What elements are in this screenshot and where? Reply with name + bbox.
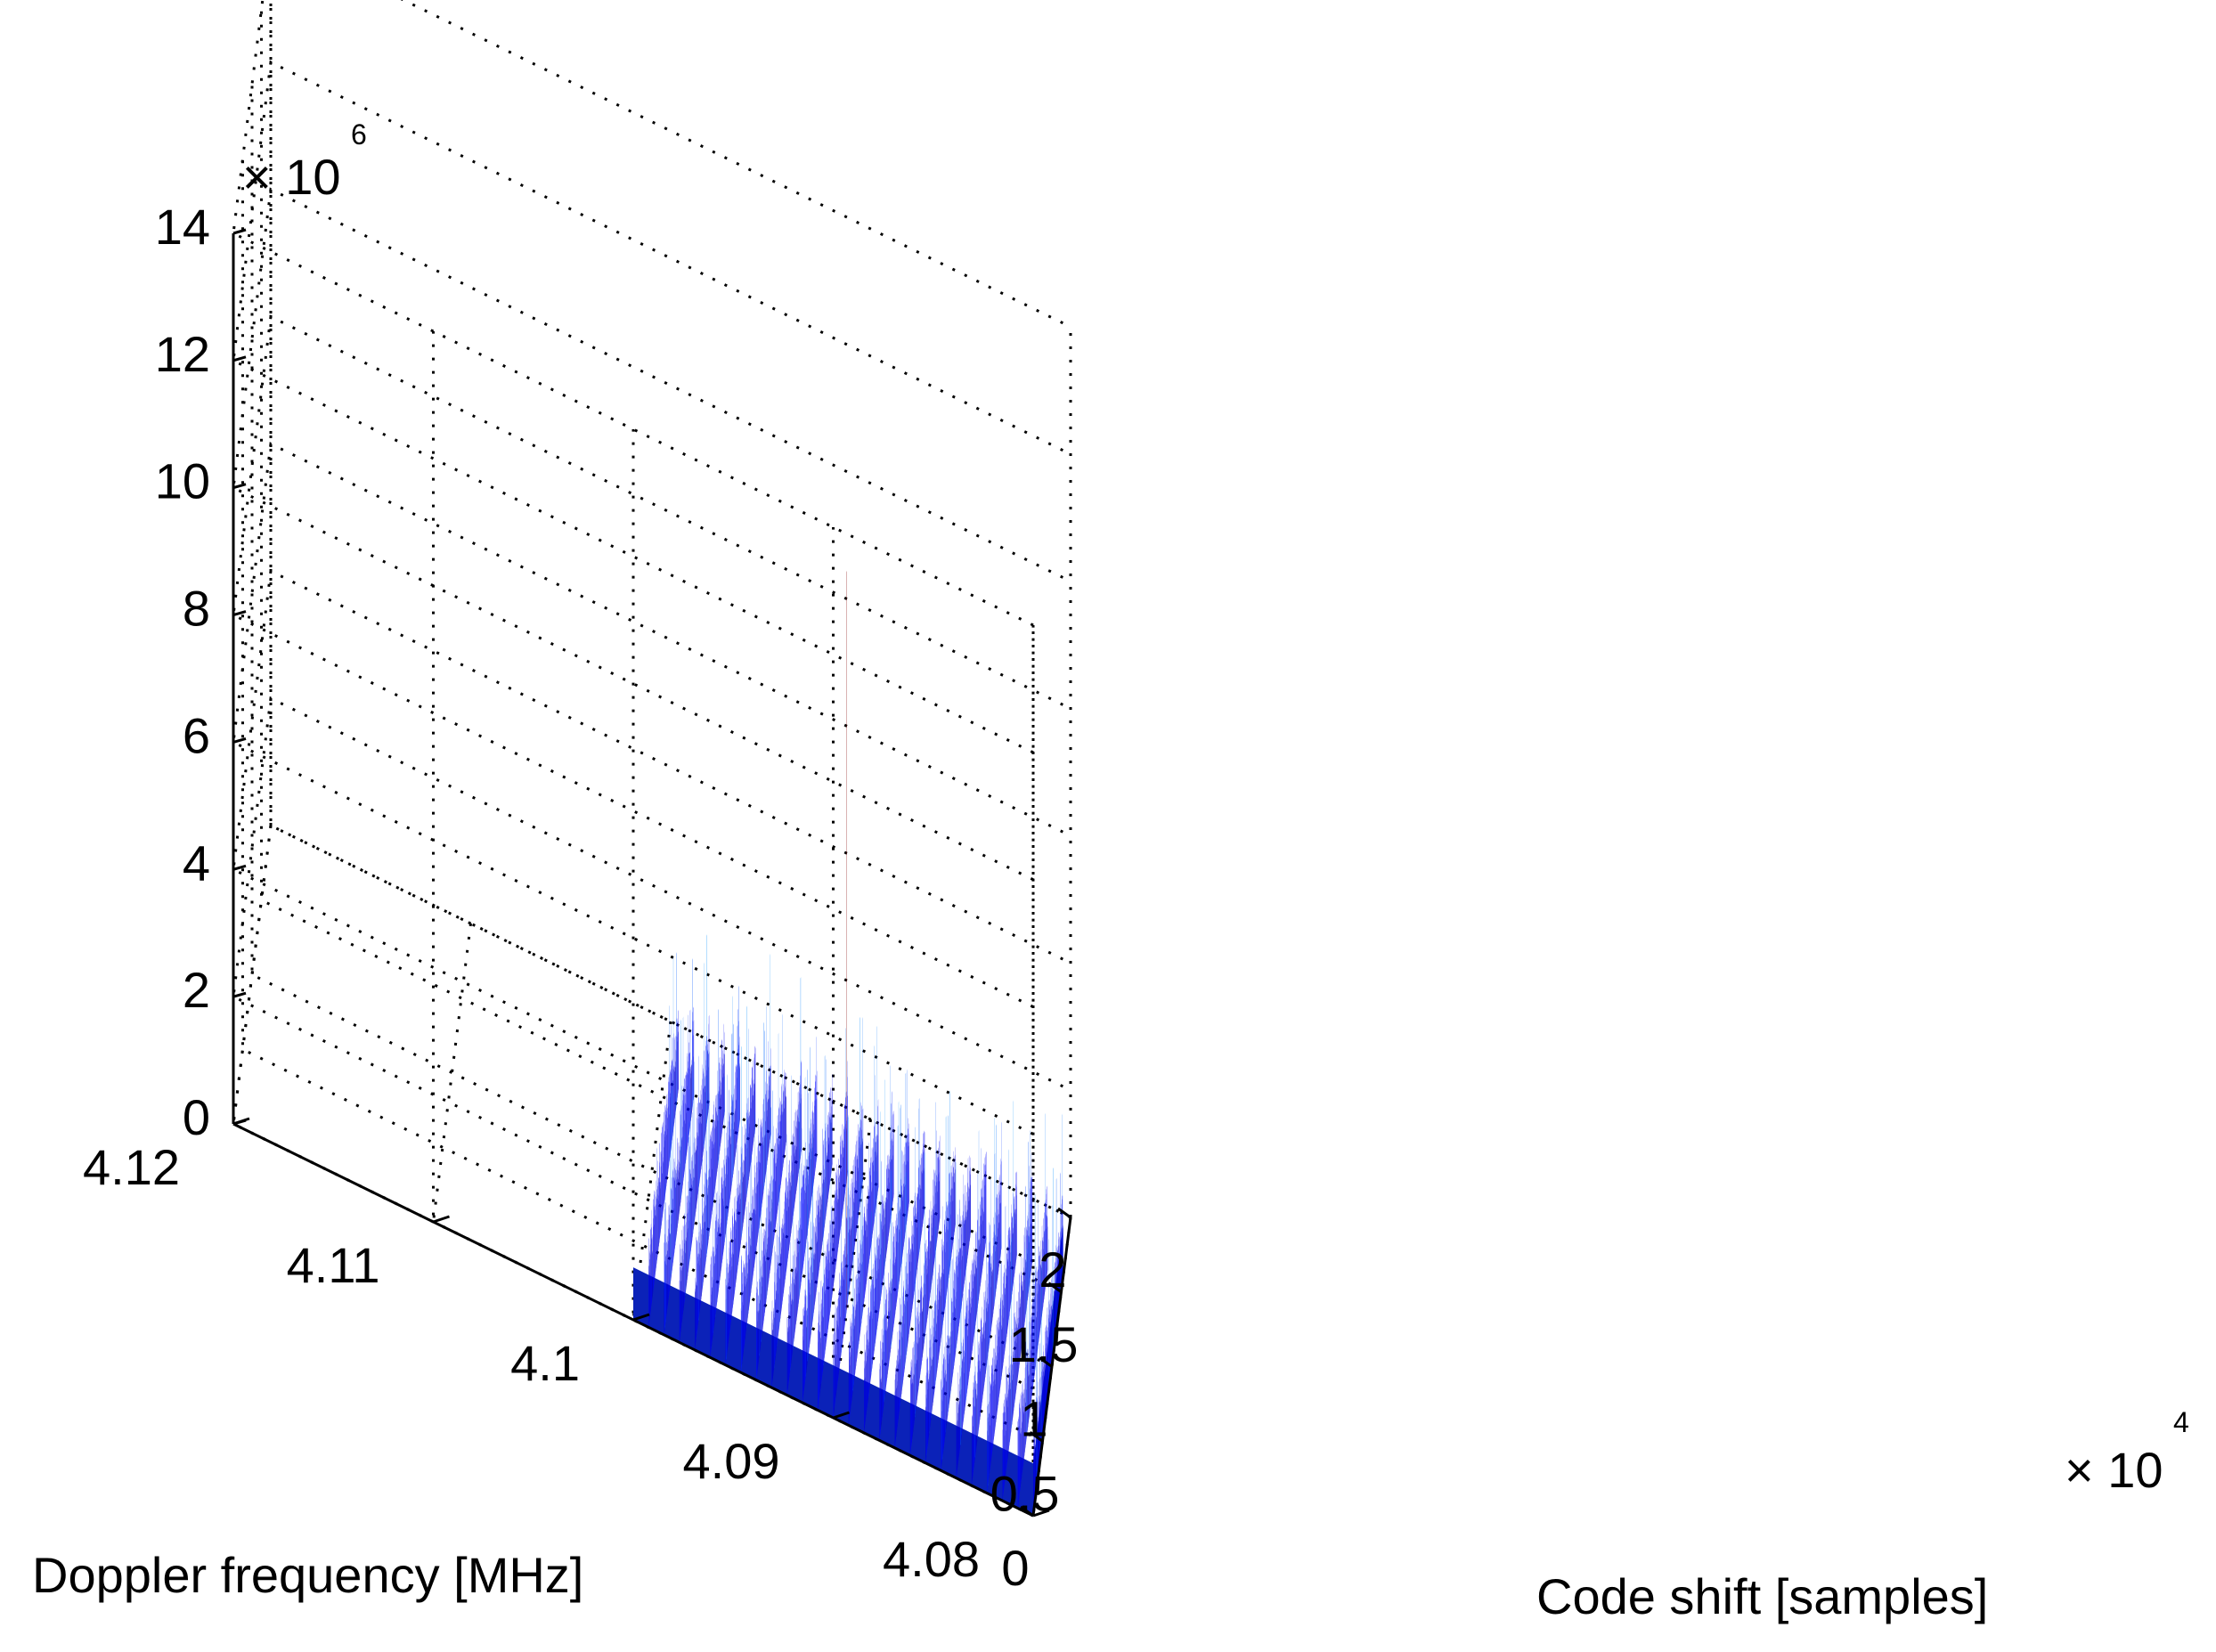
svg-text:4: 4 — [2173, 1406, 2189, 1438]
z-tick-label: 10 — [155, 453, 210, 509]
x-tick-label: 1.5 — [1009, 1316, 1079, 1372]
y-tick-label: 4.09 — [683, 1433, 780, 1489]
x-tick-label: 2 — [1039, 1241, 1066, 1298]
z-tick-label: 4 — [183, 834, 210, 891]
y-axis-title: Doppler frequency [MHz] — [32, 1547, 583, 1603]
z-tick-mark — [232, 610, 247, 617]
grid-x-1 — [241, 159, 1044, 1443]
grid-z-7 — [232, 0, 1071, 627]
z-tick-mark — [232, 736, 247, 744]
grid-z-3 — [232, 442, 1071, 1135]
grid-x-2 — [250, 84, 1053, 1368]
z-tick-label: 0 — [183, 1089, 210, 1145]
z-tick-mark — [232, 991, 247, 998]
y-tick-label: 4.11 — [287, 1237, 380, 1293]
y-tick-mark — [833, 1411, 850, 1420]
z-tick-mark — [232, 1119, 247, 1126]
x-tick-mark — [1047, 1282, 1063, 1293]
svg-text:× 10: × 10 — [242, 149, 341, 205]
grid-z-2 — [232, 569, 1071, 1263]
svg-text:6: 6 — [351, 118, 367, 151]
y-tick-label: 4.1 — [510, 1335, 580, 1391]
grid-x-0 — [232, 233, 1034, 1518]
z-tick-label: 12 — [155, 326, 210, 382]
x-tick-label: 1 — [1020, 1391, 1047, 1447]
x-tick-label: 0.5 — [990, 1465, 1060, 1521]
z-tick-label: 14 — [155, 199, 210, 255]
z-tick-mark — [232, 483, 247, 490]
y-tick-mark — [1032, 1509, 1050, 1518]
z-exponent-label: × 10 6 — [242, 118, 367, 205]
x-tick-mark — [1029, 1431, 1044, 1443]
x-tick-mark — [1039, 1356, 1053, 1368]
svg-text:× 10: × 10 — [2065, 1442, 2163, 1498]
labels-layer: Doppler frequency [MHz] Code shift [samp… — [32, 118, 2189, 1624]
z-tick-label: 8 — [183, 581, 210, 637]
grid-y-3 — [432, 331, 472, 1223]
surface-layer — [633, 570, 1063, 1516]
x-tick-mark — [1057, 1207, 1071, 1219]
grid-x-4 — [269, 0, 1071, 1219]
x-exponent-label: × 10 4 — [2065, 1406, 2189, 1498]
x-tick-label: 0 — [1001, 1540, 1029, 1596]
y-tick-mark — [433, 1215, 450, 1224]
grid-x-3 — [260, 9, 1063, 1294]
z-tick-label: 2 — [183, 962, 210, 1018]
y-tick-label: 4.12 — [83, 1139, 180, 1195]
y-tick-label: 4.08 — [883, 1531, 980, 1587]
z-tick-label: 6 — [183, 707, 210, 763]
x-tick-mark — [1020, 1505, 1034, 1518]
z-tick-mark — [232, 228, 247, 235]
grid-z-5 — [232, 187, 1071, 882]
z-tick-mark — [232, 864, 247, 871]
x-axis-title: Code shift [samples] — [1536, 1568, 1988, 1624]
grid-z-6 — [232, 60, 1071, 754]
y-tick-mark — [632, 1313, 650, 1322]
z-tick-mark — [232, 355, 247, 362]
grid-z-4 — [232, 314, 1071, 1008]
grid-y-0 — [1031, 625, 1072, 1517]
